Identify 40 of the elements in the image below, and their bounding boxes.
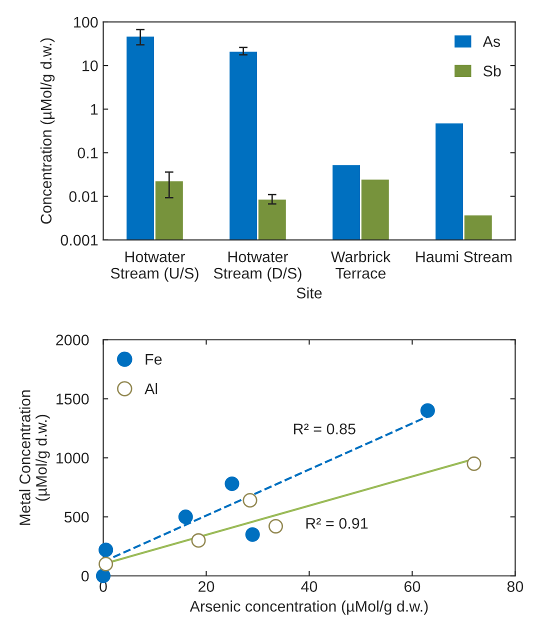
point [98, 542, 114, 558]
annotation: R² = 0.91 [306, 518, 368, 529]
y-tick-label: 0.01 [69, 191, 98, 202]
y-axis-title: Concentration (µMol/g d.w.) [40, 38, 55, 224]
x-axis-title: Arsenic concentration (µMol/g d.w.) [190, 600, 428, 615]
x-tick-label: Hotwater Stream (D/S) [214, 252, 302, 282]
point [178, 510, 193, 524]
point [420, 403, 435, 418]
y-axis-title: Metal Concentration (µMol/g d.w.) [19, 390, 50, 525]
x-tick-label: Hotwater Stream (U/S) [110, 252, 198, 282]
x-axis-title: Site [296, 287, 322, 298]
legend-label: Fe [146, 354, 162, 365]
y-tick-label: 1 [91, 104, 98, 115]
point [242, 493, 258, 508]
legend-label: Sb [483, 65, 501, 76]
x-tick-label: Haumi Stream [416, 251, 512, 262]
y-tick-label: 0.1 [78, 148, 98, 158]
y-tick-label: 100 [74, 16, 98, 28]
legend-label: As [482, 36, 500, 47]
point [191, 533, 206, 548]
x-tick-label: 40 [301, 581, 318, 592]
x-tick-label: 80 [507, 581, 524, 592]
y-tick-label: 2000 [56, 334, 89, 346]
x-tick-label: Warbrick Terrace [330, 251, 391, 279]
point [96, 568, 111, 584]
annotation: R² = 0.85 [294, 424, 356, 434]
y-tick-label: 1500 [56, 394, 89, 404]
point [245, 527, 260, 542]
y-tick-label: 0.001 [60, 234, 98, 246]
point [268, 519, 284, 534]
y-tick-label: 0 [81, 570, 89, 582]
point [98, 556, 114, 572]
x-tick-label: 60 [404, 581, 420, 592]
y-tick-label: 500 [64, 512, 89, 523]
y-tick-label: 1000 [56, 452, 89, 464]
y-tick-label: 10 [82, 60, 98, 72]
point [466, 456, 482, 471]
x-tick-label: 20 [198, 581, 214, 592]
legend-label: Al [144, 383, 158, 394]
point [224, 476, 240, 492]
